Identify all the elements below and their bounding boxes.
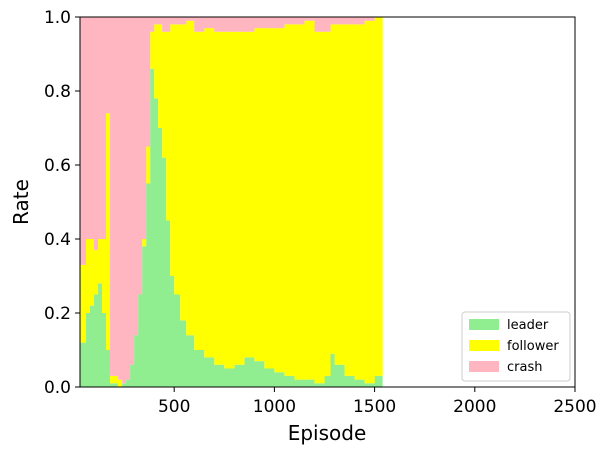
x-tick-label: 1500	[353, 397, 396, 417]
series-area-follower	[80, 17, 383, 387]
legend-swatch-crash	[469, 361, 499, 372]
series-area-leader	[80, 68, 383, 388]
y-tick-label: 0.2	[44, 304, 71, 324]
plot-area	[80, 17, 383, 388]
legend-swatch-leader	[469, 319, 499, 330]
legend-label-crash: crash	[507, 360, 542, 375]
x-tick-label: 2000	[453, 397, 496, 417]
x-tick-label: 2500	[553, 397, 596, 417]
legend-label-follower: follower	[507, 339, 559, 354]
x-axis: 500 1000 1500 2000 2500	[158, 387, 597, 417]
legend-swatch-follower	[469, 340, 499, 351]
legend-label-leader: leader	[507, 318, 549, 333]
y-tick-label: 0.0	[44, 378, 71, 398]
y-axis: 0.0 0.2 0.4 0.6 0.8 1.0	[44, 8, 80, 398]
y-tick-label: 1.0	[44, 8, 71, 28]
series-area-crash	[80, 17, 383, 384]
y-tick-label: 0.8	[44, 82, 71, 102]
legend: leader follower crash	[461, 311, 571, 382]
plot-frame	[79, 16, 576, 388]
y-tick-label: 0.4	[44, 230, 71, 250]
y-tick-label: 0.6	[44, 156, 71, 176]
x-tick-label: 500	[158, 397, 190, 417]
x-tick-label: 1000	[253, 397, 296, 417]
y-axis-label: Rate	[9, 179, 33, 225]
x-axis-label: Episode	[288, 421, 367, 445]
